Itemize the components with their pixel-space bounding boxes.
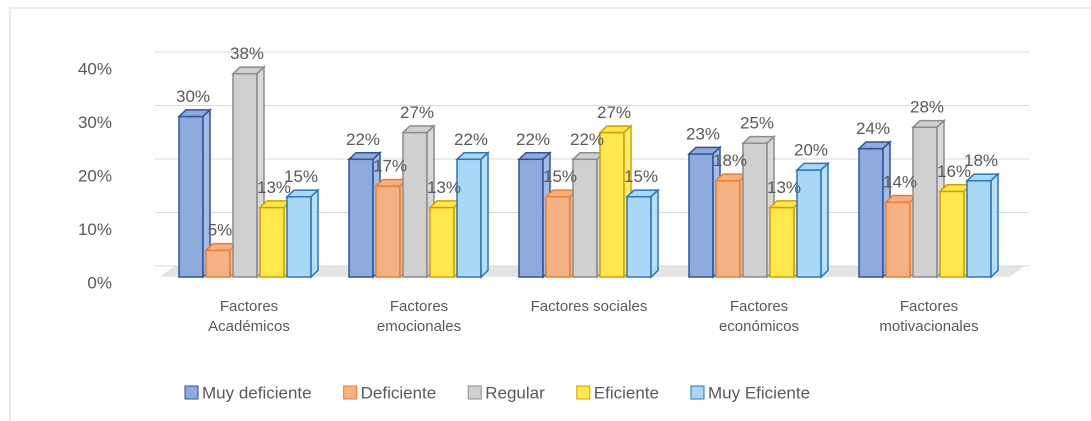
- bar: [232, 72, 258, 278]
- bar: [429, 206, 455, 278]
- data-label: 18%: [964, 151, 998, 170]
- bar-side: [650, 188, 659, 279]
- data-label: 5%: [208, 221, 233, 240]
- data-label: 22%: [570, 130, 604, 149]
- data-label: 22%: [516, 130, 550, 149]
- data-label: 13%: [767, 178, 801, 197]
- bar: [626, 196, 652, 278]
- bar: [518, 158, 544, 278]
- bar: [769, 206, 795, 278]
- y-tick-label: 40%: [78, 59, 112, 78]
- bar: [572, 158, 598, 278]
- x-tick-label: Factores Académicos: [208, 298, 290, 335]
- bar: [205, 249, 231, 278]
- bar-side: [990, 172, 999, 279]
- bar: [858, 147, 884, 278]
- legend-swatch: [690, 385, 705, 400]
- x-tick-label: Factores económicos: [718, 298, 800, 335]
- bar: [178, 115, 204, 278]
- bar: [286, 196, 312, 278]
- bar: [545, 196, 571, 278]
- y-tick-label: 10%: [78, 220, 112, 239]
- y-tick-label: 20%: [78, 166, 112, 185]
- bar: [912, 126, 938, 278]
- bar: [348, 158, 374, 278]
- bar: [688, 153, 714, 278]
- data-label: 15%: [624, 167, 658, 186]
- bar-side: [310, 188, 319, 279]
- bar: [259, 206, 285, 278]
- bar: [375, 185, 401, 278]
- bar: [966, 179, 992, 278]
- legend-swatch: [467, 385, 482, 400]
- legend-label: Eficiente: [594, 383, 659, 402]
- bar: [939, 190, 965, 278]
- legend-swatch: [576, 385, 591, 400]
- x-tick-label: Factores motivacionales: [879, 298, 979, 335]
- bar: [715, 179, 741, 278]
- data-label: 16%: [937, 162, 971, 181]
- data-label: 30%: [176, 87, 210, 106]
- data-label: 13%: [427, 178, 461, 197]
- legend-label: Deficiente: [361, 383, 437, 402]
- data-label: 38%: [230, 44, 264, 63]
- y-tick-label: 30%: [78, 113, 112, 132]
- data-label: 20%: [794, 140, 828, 159]
- bar: [402, 131, 428, 278]
- bar-side: [820, 161, 829, 279]
- data-label: 22%: [454, 130, 488, 149]
- data-label: 27%: [597, 103, 631, 122]
- data-label: 17%: [373, 157, 407, 176]
- y-tick-label: 0%: [87, 273, 112, 292]
- bar: [885, 201, 911, 278]
- data-label: 27%: [400, 103, 434, 122]
- data-label: 15%: [543, 167, 577, 186]
- data-label: 25%: [740, 114, 774, 133]
- x-tick-label: Factores emocionales: [376, 298, 462, 335]
- legend-swatch: [184, 385, 199, 400]
- bar: [599, 131, 625, 278]
- data-label: 15%: [284, 167, 318, 186]
- data-label: 14%: [883, 173, 917, 192]
- data-label: 13%: [257, 178, 291, 197]
- legend-swatch: [343, 385, 358, 400]
- legend-label: Regular: [485, 383, 545, 402]
- data-label: 18%: [713, 151, 747, 170]
- data-label: 23%: [686, 124, 720, 143]
- legend-label: Muy deficiente: [202, 383, 312, 402]
- legend-label: Muy Eficiente: [708, 383, 810, 402]
- chart-frame: [9, 7, 1091, 421]
- data-label: 22%: [346, 130, 380, 149]
- data-label: 28%: [910, 98, 944, 117]
- bar-side: [480, 150, 489, 279]
- data-label: 24%: [856, 119, 890, 138]
- x-tick-label: Factores sociales: [530, 298, 648, 315]
